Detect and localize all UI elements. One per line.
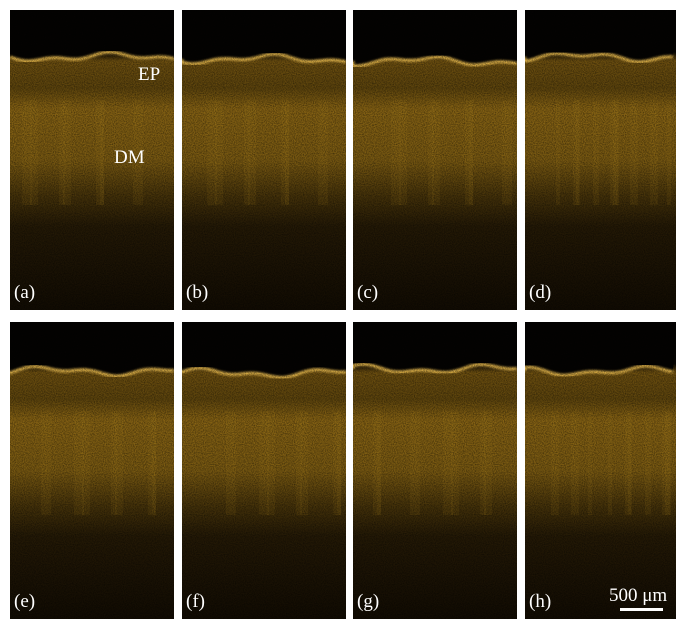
panel-label: (a) [14, 282, 35, 303]
scale-bar [620, 608, 663, 611]
annotation: EP [138, 64, 160, 85]
speckle [10, 10, 174, 310]
oct-panel [182, 322, 346, 619]
oct-panel [10, 322, 174, 619]
speckle [182, 10, 346, 310]
oct-panel [182, 10, 346, 310]
oct-panel [353, 10, 517, 310]
speckle [182, 322, 346, 619]
speckle [525, 322, 676, 619]
panel-label: (e) [14, 591, 35, 612]
speckle [353, 322, 517, 619]
panel-label: (h) [529, 591, 551, 612]
oct-panel [353, 322, 517, 619]
panel-label: (c) [357, 282, 378, 303]
panel-label: (d) [529, 282, 551, 303]
annotation: DM [114, 147, 145, 168]
oct-panel [10, 10, 174, 310]
oct-panel [525, 322, 676, 619]
speckle [10, 322, 174, 619]
panel-label: (g) [357, 591, 379, 612]
speckle [525, 10, 676, 310]
panel-label: (f) [186, 591, 205, 612]
speckle [353, 10, 517, 310]
oct-panel [525, 10, 676, 310]
panel-label: (b) [186, 282, 208, 303]
scale-bar-label: 500 μm [609, 585, 667, 606]
